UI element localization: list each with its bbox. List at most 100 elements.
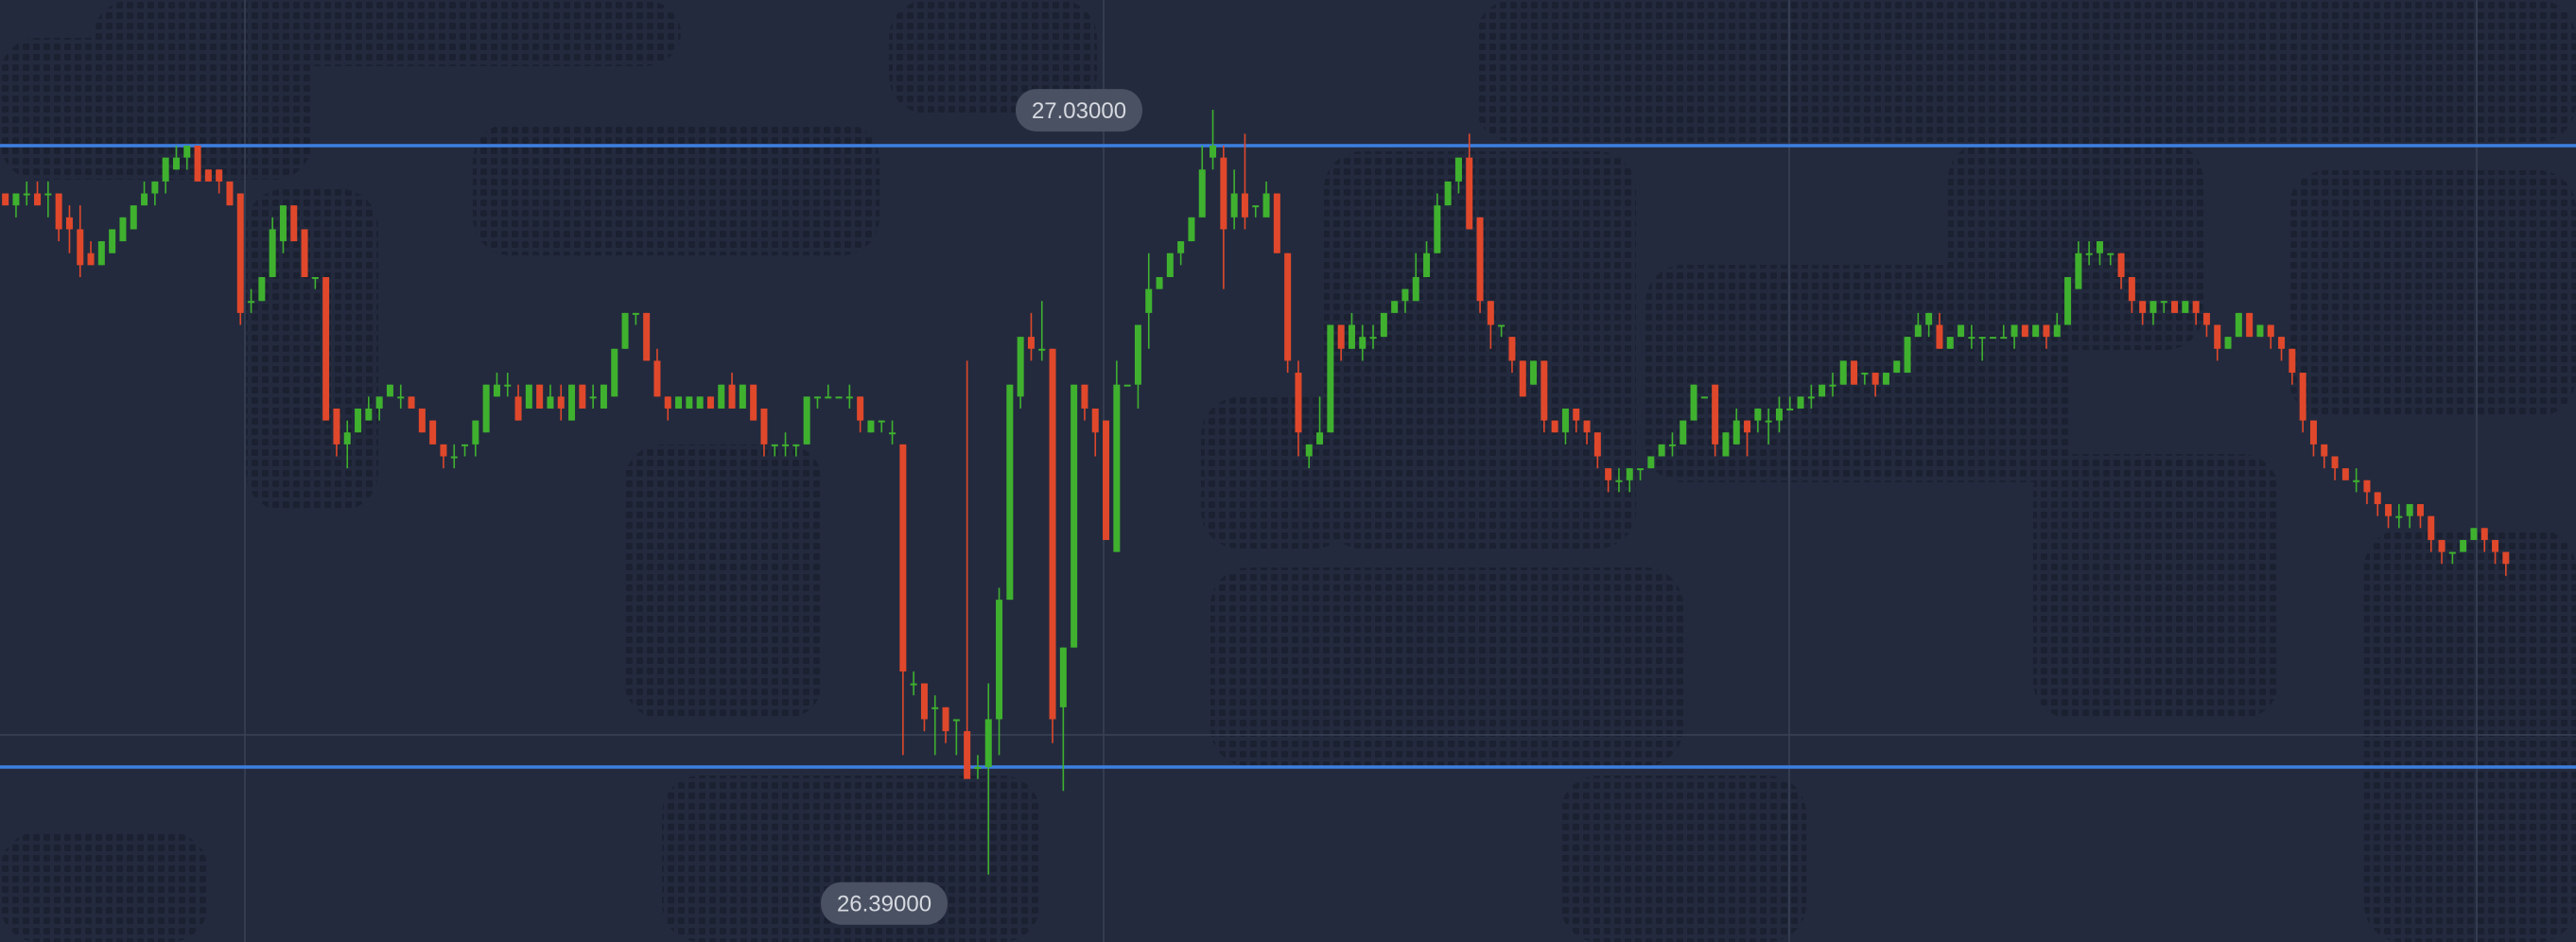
candle-up [771, 444, 778, 457]
candle-up [1380, 312, 1387, 338]
candle-up [2010, 324, 2018, 349]
candle-body [664, 396, 671, 409]
candle-up [1829, 373, 1836, 397]
candle-up [1412, 253, 1419, 302]
candle-up [1680, 420, 1687, 445]
candle-down [2128, 276, 2135, 313]
candle-body [1498, 324, 1506, 327]
candle-body [1530, 360, 1538, 385]
candle-up [461, 444, 469, 457]
candle-up [782, 432, 790, 457]
candle-body [2502, 551, 2510, 565]
candle-body [2107, 253, 2115, 255]
candle-up [1156, 276, 1163, 289]
candle-down [2, 193, 9, 206]
candle-body [450, 456, 458, 459]
candle-body [632, 312, 639, 315]
candle-up [2032, 324, 2040, 338]
candle-up [1807, 384, 1815, 409]
candle-up [1498, 324, 1506, 338]
candle-up [2053, 312, 2061, 338]
candle-body [258, 276, 266, 302]
candle-body [365, 408, 373, 421]
candle-down [2278, 337, 2286, 361]
candle-body [2341, 468, 2349, 480]
candle-up [1786, 396, 1794, 410]
candle-body [493, 384, 500, 397]
candle-body [1978, 337, 1986, 340]
map-region [1201, 397, 1352, 549]
candle-up [1839, 360, 1847, 385]
candle-up [1391, 301, 1399, 313]
candle-body [2470, 528, 2478, 540]
candle-down [2341, 468, 2349, 480]
candle-down [2171, 301, 2179, 313]
candle-up [1658, 444, 1665, 457]
candle-up [386, 384, 393, 397]
candle-body [1786, 408, 1794, 410]
candle-up [248, 288, 255, 313]
candle-up [1914, 312, 1922, 338]
candle-body [461, 444, 469, 446]
candle-down [2309, 420, 2317, 457]
candle-up [1722, 432, 1730, 457]
candle-body [1626, 468, 1633, 480]
candle-down [290, 205, 298, 242]
candle-body [2171, 301, 2179, 313]
price-label-low-text: 26.39000 [837, 892, 931, 917]
candle-body [2064, 276, 2072, 325]
candle-down [1551, 420, 1558, 433]
candle-down [1027, 312, 1035, 361]
candle-up [547, 384, 554, 409]
candle-down [34, 181, 42, 206]
candle-body [2214, 324, 2221, 349]
candle-down [2289, 348, 2296, 385]
candle-body [1615, 480, 1623, 482]
candle-up [1946, 337, 1954, 349]
candle-body [1583, 420, 1591, 433]
candle-body [1968, 337, 1976, 340]
candle-body [2374, 492, 2381, 505]
candle-body [643, 312, 651, 361]
candle-body [65, 217, 73, 230]
candle-body [151, 181, 159, 194]
candle-down [1871, 373, 1879, 397]
candle-down [942, 706, 949, 743]
candle-body [1561, 408, 1569, 433]
map-region [2289, 170, 2576, 416]
candle-up [397, 384, 405, 409]
candle-body [1091, 408, 1099, 433]
candle-body [996, 600, 1003, 720]
candle-body [2256, 324, 2264, 338]
candle-down [236, 193, 244, 325]
candle-body [87, 253, 95, 266]
candle-up [2395, 504, 2403, 529]
candle-body [1593, 432, 1601, 457]
candle-body [899, 444, 907, 672]
candle-body [2438, 539, 2445, 552]
candle-body [2096, 241, 2103, 253]
candle-body [1680, 420, 1687, 445]
horizontal-levels [0, 144, 2576, 769]
candle-up [450, 444, 458, 469]
candle-down [65, 205, 73, 253]
candle-down [1712, 384, 1719, 457]
candle-down [2139, 301, 2147, 325]
candle-body [1017, 337, 1024, 397]
candle-body [355, 408, 362, 433]
candle-body [1177, 241, 1185, 253]
candle-body [1241, 193, 1248, 218]
candle-down [2331, 456, 2339, 480]
candle-body [878, 420, 885, 423]
candle-up [845, 384, 853, 409]
candle-body [910, 683, 917, 686]
candle-up [696, 396, 704, 409]
candle-body [2117, 253, 2125, 277]
candle-body [706, 396, 714, 409]
candle-up [1444, 181, 1452, 206]
candle-down [1487, 301, 1494, 349]
map-region [624, 445, 823, 719]
candle-down [1049, 348, 1056, 743]
